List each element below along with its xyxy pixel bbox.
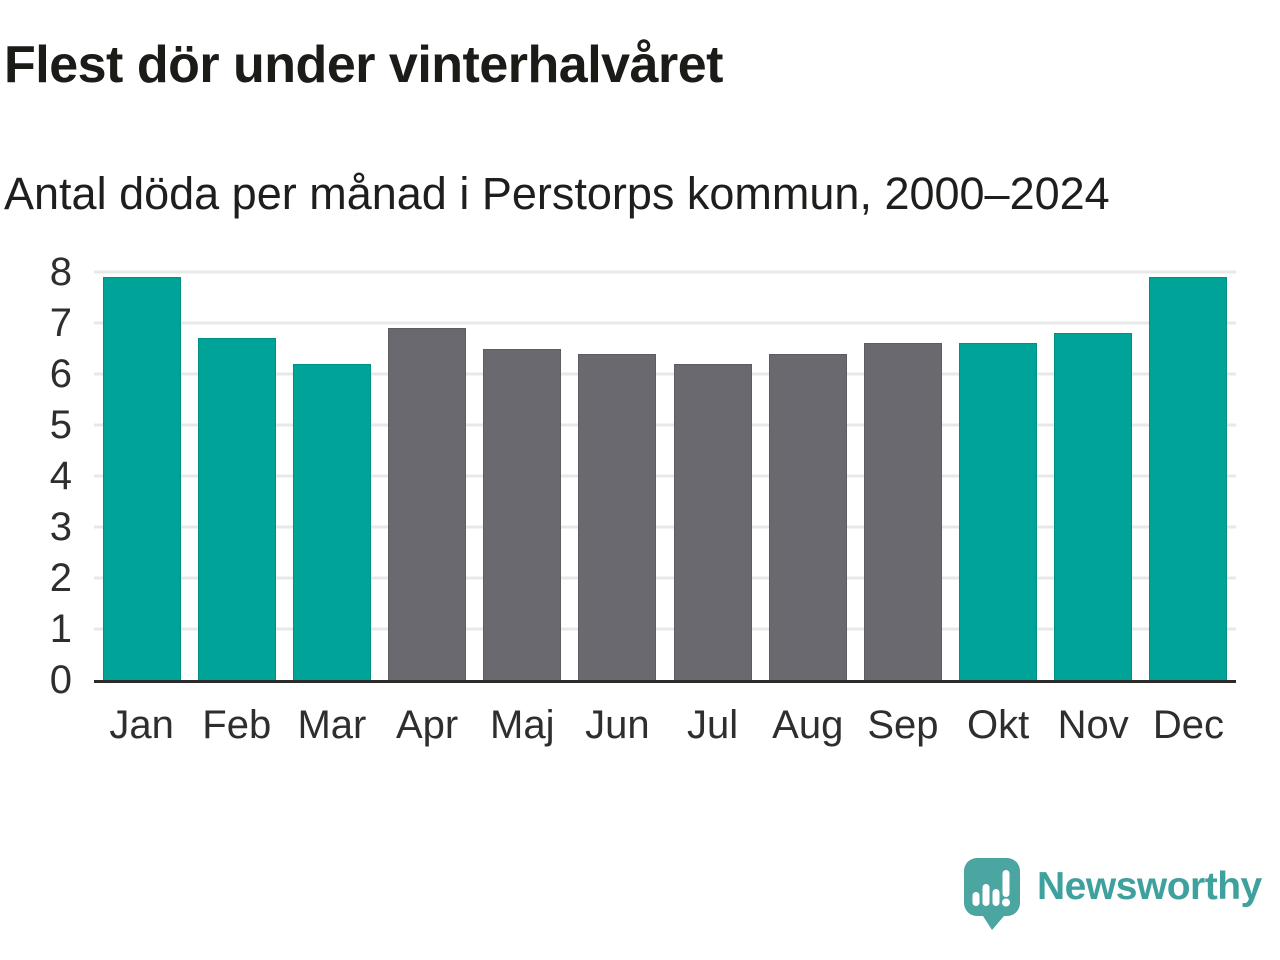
- logo-bar-2: [982, 884, 990, 906]
- gridline-1: [94, 627, 1236, 631]
- bar-Maj: [483, 348, 562, 680]
- newsworthy-logo-text: Newsworthy: [1037, 865, 1262, 908]
- y-tick-label-1: 1: [49, 607, 72, 651]
- bar-Jun: [578, 353, 657, 680]
- x-tick-label-Aug: Aug: [772, 703, 844, 747]
- y-tick-label-0: 0: [49, 658, 72, 702]
- y-tick-label-4: 4: [49, 454, 72, 498]
- bar-Jul: [673, 363, 752, 680]
- newsworthy-speech-bubble-chart-icon: [964, 858, 1020, 930]
- x-tick-label-Okt: Okt: [966, 703, 1030, 747]
- x-tick-label-Jan: Jan: [109, 703, 174, 747]
- bar-Okt: [959, 343, 1038, 680]
- x-axis: Jan Feb Mar Apr Maj Jun Jul Aug Sep Okt Nov Dec: [94, 701, 1236, 753]
- x-axis-line: [94, 680, 1236, 683]
- x-tick-label-Apr: Apr: [395, 703, 459, 747]
- x-tick-label-Dec: Dec: [1152, 703, 1224, 747]
- logo-bar-1: [972, 892, 980, 906]
- y-tick-label-5: 5: [49, 403, 72, 447]
- bar-Apr: [388, 328, 467, 680]
- bar-Feb: [197, 338, 276, 680]
- bar-Sep: [863, 343, 942, 680]
- bar-Nov: [1054, 333, 1133, 680]
- bar-Dec: [1149, 277, 1228, 680]
- chart-subtitle: Antal döda per månad i Perstorps kommun,…: [4, 168, 1110, 219]
- bar-Mar: [292, 363, 371, 680]
- x-tick-label-Jul: Jul: [687, 703, 739, 747]
- logo-exclamation-stem: [1002, 870, 1010, 897]
- x-tick-label-Sep: Sep: [867, 703, 939, 747]
- gridline-7: [94, 321, 1236, 325]
- x-tick-label-Nov: Nov: [1057, 703, 1129, 747]
- y-tick-label-7: 7: [49, 301, 72, 345]
- bar-Aug: [768, 353, 847, 680]
- gridline-5: [94, 423, 1236, 427]
- logo-bubble-shape: [964, 858, 1020, 930]
- y-tick-label-8: 8: [49, 250, 72, 294]
- gridline-6: [94, 372, 1236, 376]
- x-tick-label-Feb: Feb: [202, 703, 272, 747]
- gridline-3: [94, 525, 1236, 529]
- y-tick-label-6: 6: [49, 352, 72, 396]
- x-tick-label-Mar: Mar: [297, 703, 367, 747]
- gridline-8: [94, 270, 1236, 274]
- y-tick-label-2: 2: [49, 556, 72, 600]
- gridline-4: [94, 474, 1236, 478]
- gridline-2: [94, 576, 1236, 580]
- y-tick-label-3: 3: [49, 505, 72, 549]
- chart-title: Flest dör under vinterhalvåret: [4, 36, 723, 94]
- plot-area: [94, 270, 1236, 683]
- newsworthy-logo: Newsworthy: [962, 856, 1262, 932]
- logo-bar-3: [992, 889, 1000, 906]
- logo-exclamation-dot: [1002, 898, 1010, 907]
- x-tick-label-Maj: Maj: [490, 703, 555, 747]
- y-axis: 0 1 2 3 4 5 6 7 8: [0, 252, 72, 700]
- x-tick-label-Jun: Jun: [585, 703, 650, 747]
- bar-Jan: [102, 277, 181, 680]
